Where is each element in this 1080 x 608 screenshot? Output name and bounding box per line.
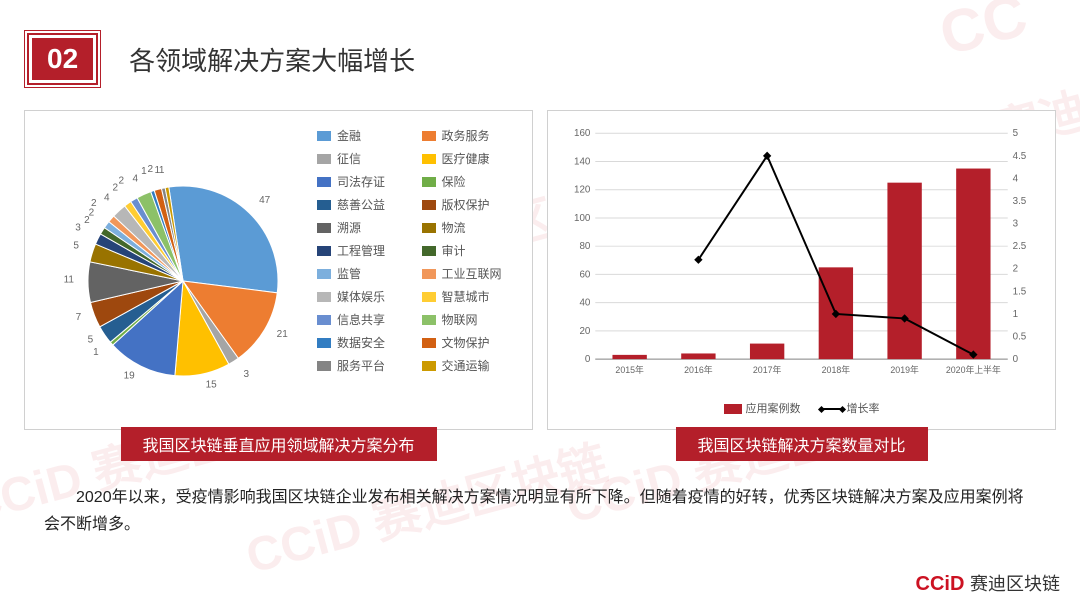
y-right-tick: 2.5 bbox=[1013, 241, 1027, 252]
legend-item: 审计 bbox=[422, 242, 521, 259]
pie-value-label: 21 bbox=[277, 329, 289, 340]
legend-item: 征信 bbox=[317, 150, 416, 167]
legend-item: 物流 bbox=[422, 219, 521, 236]
legend-bar: 应用案例数 bbox=[724, 400, 801, 416]
legend-item: 信息共享 bbox=[317, 311, 416, 328]
legend-item: 司法存证 bbox=[317, 173, 416, 190]
legend-item: 溯源 bbox=[317, 219, 416, 236]
pie-value-label: 1 bbox=[159, 165, 165, 176]
legend-item: 服务平台 bbox=[317, 357, 416, 374]
legend-item: 保险 bbox=[422, 173, 521, 190]
body-paragraph: 2020年以来，受疫情影响我国区块链企业发布相关解决方案情况明显有所下降。但随着… bbox=[44, 484, 1036, 538]
y-left-tick: 40 bbox=[579, 298, 590, 309]
slide-number-badge: 02 bbox=[24, 30, 101, 88]
pie-value-label: 1 bbox=[141, 166, 147, 177]
x-tick-label: 2015年 bbox=[615, 364, 644, 375]
combo-chart: 0 20 40 60 80 100 120 140 160 0 0.5 1 1.5 2 2.5 3 3.5 4 4.… bbox=[556, 121, 1047, 391]
bar bbox=[612, 355, 646, 359]
pie-value-label: 1 bbox=[93, 347, 99, 358]
pie-value-label: 2 bbox=[91, 198, 97, 209]
pie-value-label: 19 bbox=[124, 371, 136, 382]
pie-value-label: 3 bbox=[75, 223, 81, 234]
x-tick-label: 2018年 bbox=[822, 364, 851, 375]
pie-value-label: 11 bbox=[64, 274, 75, 285]
pie-value-label: 7 bbox=[76, 312, 82, 323]
y-right-tick: 3 bbox=[1013, 219, 1019, 230]
y-left-tick: 140 bbox=[574, 156, 591, 167]
pie-value-label: 5 bbox=[73, 241, 79, 252]
legend-item: 智慧城市 bbox=[422, 288, 521, 305]
legend-item: 慈善公益 bbox=[317, 196, 416, 213]
y-left-tick: 20 bbox=[579, 326, 590, 337]
pie-value-label: 2 bbox=[148, 164, 154, 175]
legend-item: 医疗健康 bbox=[422, 150, 521, 167]
pie-value-label: 47 bbox=[259, 195, 271, 206]
x-tick-label: 2017年 bbox=[753, 364, 782, 375]
y-right-tick: 5 bbox=[1013, 128, 1019, 139]
footer-logo: CCiD 赛迪区块链 bbox=[916, 570, 1060, 596]
x-tick-label: 2020年上半年 bbox=[946, 364, 1001, 375]
pie-value-label: 2 bbox=[89, 208, 95, 219]
slide-number: 02 bbox=[27, 33, 98, 85]
y-left-tick: 60 bbox=[579, 269, 590, 280]
legend-line: 增长率 bbox=[821, 400, 880, 416]
y-right-tick: 4.5 bbox=[1013, 151, 1027, 162]
y-right-tick: 0.5 bbox=[1013, 331, 1027, 342]
pie-value-label: 4 bbox=[104, 192, 110, 203]
combo-caption: 我国区块链解决方案数量对比 bbox=[675, 427, 927, 461]
logo-ccid: CCiD bbox=[916, 573, 965, 595]
logo-brand: 赛迪区块链 bbox=[970, 574, 1060, 594]
y-left-tick: 80 bbox=[579, 241, 590, 252]
bar bbox=[887, 183, 921, 359]
y-left-tick: 160 bbox=[574, 128, 591, 139]
legend-item: 金融 bbox=[317, 127, 416, 144]
legend-item: 媒体娱乐 bbox=[317, 288, 416, 305]
legend-item: 数据安全 bbox=[317, 334, 416, 351]
y-left-tick: 0 bbox=[585, 354, 591, 365]
y-left-tick: 120 bbox=[574, 185, 591, 196]
y-right-tick: 1.5 bbox=[1013, 286, 1027, 297]
legend-item: 政务服务 bbox=[422, 127, 521, 144]
legend-item: 版权保护 bbox=[422, 196, 521, 213]
y-right-tick: 4 bbox=[1013, 173, 1019, 184]
legend-item: 物联网 bbox=[422, 311, 521, 328]
slide-header: 02 各领域解决方案大幅增长 bbox=[24, 30, 1056, 88]
y-right-tick: 3.5 bbox=[1013, 196, 1027, 207]
pie-value-label: 3 bbox=[244, 369, 250, 380]
bar bbox=[750, 344, 784, 360]
pie-value-label: 4 bbox=[133, 174, 139, 185]
combo-legend: 应用案例数 增长率 bbox=[556, 400, 1047, 416]
y-right-tick: 0 bbox=[1013, 354, 1019, 365]
pie-legend: 金融政务服务征信医疗健康司法存证保险慈善公益版权保护溯源物流工程管理审计监管工业… bbox=[313, 121, 524, 421]
legend-item: 文物保护 bbox=[422, 334, 521, 351]
x-tick-label: 2016年 bbox=[684, 364, 713, 375]
pie-caption: 我国区块链垂直应用领域解决方案分布 bbox=[120, 427, 436, 461]
x-tick-label: 2019年 bbox=[890, 364, 919, 375]
bar bbox=[681, 353, 715, 359]
legend-item: 工程管理 bbox=[317, 242, 416, 259]
pie-value-label: 5 bbox=[88, 335, 94, 346]
legend-item: 交通运输 bbox=[422, 357, 521, 374]
pie-chart-card: 472131519157115322242241211 金融政务服务征信医疗健康… bbox=[24, 110, 533, 430]
pie-chart: 472131519157115322242241211 bbox=[33, 121, 313, 421]
pie-value-label: 15 bbox=[206, 380, 218, 391]
y-right-tick: 1 bbox=[1013, 309, 1018, 320]
legend-item: 工业互联网 bbox=[422, 265, 521, 282]
y-right-tick: 2 bbox=[1013, 264, 1018, 275]
legend-item: 监管 bbox=[317, 265, 416, 282]
y-left-tick: 100 bbox=[574, 213, 591, 224]
combo-chart-card: 0 20 40 60 80 100 120 140 160 0 0.5 1 1.5 2 2.5 3 3.5 4 4.… bbox=[547, 110, 1056, 430]
bar bbox=[956, 169, 990, 360]
pie-value-label: 2 bbox=[119, 175, 125, 186]
page-title: 各领域解决方案大幅增长 bbox=[129, 41, 415, 78]
